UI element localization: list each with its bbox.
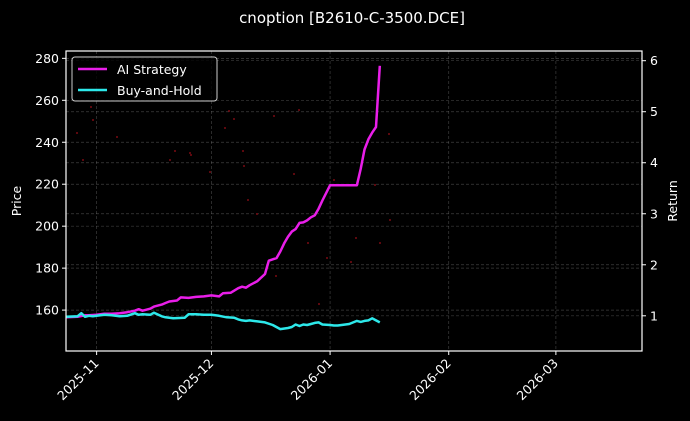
y-tick-label: 240 <box>35 135 59 150</box>
legend-label-ai-strategy: AI Strategy <box>117 62 187 77</box>
series-lines <box>65 65 382 331</box>
signal-markers <box>76 106 391 305</box>
signal-dot <box>92 119 94 121</box>
plot-frame <box>65 50 643 352</box>
signal-dot <box>275 275 277 277</box>
signal-dot <box>228 110 230 112</box>
legend: AI Strategy Buy-and-Hold <box>71 56 218 102</box>
signal-dot <box>247 199 249 201</box>
y-tick-label: 200 <box>35 219 59 234</box>
signal-dot <box>374 184 376 186</box>
right-y-axis: 1 2 3 4 5 6 <box>642 53 658 323</box>
signal-dot <box>273 115 275 117</box>
signal-dot <box>326 257 328 259</box>
signal-dot <box>333 179 335 181</box>
signal-dot <box>243 165 245 167</box>
series-line-buy-and-hold <box>65 311 381 331</box>
signal-dot <box>350 261 352 263</box>
signal-dot <box>298 109 300 111</box>
signal-dot <box>169 159 171 161</box>
signal-dot <box>388 133 390 135</box>
y-tick-label: 280 <box>35 51 59 66</box>
signal-dot <box>379 242 381 244</box>
y2-tick-label: 2 <box>650 257 658 272</box>
legend-label-buy-and-hold: Buy-and-Hold <box>117 83 202 98</box>
y-tick-label: 220 <box>35 177 59 192</box>
signal-dot <box>293 173 295 175</box>
chart-title: cnoption [B2610-C-3500.DCE] <box>239 9 465 27</box>
y-tick-label: 160 <box>35 303 59 318</box>
signal-dot <box>318 303 320 305</box>
signal-dot <box>242 150 244 152</box>
series-line-ai-strategy <box>65 65 382 319</box>
signal-dot <box>90 106 92 108</box>
signal-dot <box>189 152 191 154</box>
signal-dot <box>209 171 211 173</box>
y2-tick-label: 5 <box>650 104 658 119</box>
signal-dot <box>116 136 118 138</box>
signal-dot <box>82 159 84 161</box>
legend-box <box>71 56 218 102</box>
y2-tick-label: 3 <box>650 206 658 221</box>
signal-dot <box>256 213 258 215</box>
signal-dot <box>355 237 357 239</box>
signal-dot <box>174 150 176 152</box>
y2-axis-label: Return <box>665 180 680 221</box>
signal-dot <box>224 127 226 129</box>
y2-tick-label: 4 <box>650 155 658 170</box>
signal-dot <box>307 242 309 244</box>
signal-dot <box>190 154 192 156</box>
left-y-axis: 160 180 200 220 240 260 280 <box>35 51 66 318</box>
y-tick-label: 260 <box>35 93 59 108</box>
signal-dot <box>233 118 235 120</box>
y-axis-label: Price <box>9 185 24 216</box>
y2-tick-label: 1 <box>650 308 658 323</box>
signal-dot <box>389 219 391 221</box>
signal-dot <box>76 132 78 134</box>
y-tick-label: 180 <box>35 261 59 276</box>
y2-tick-label: 6 <box>650 53 658 68</box>
